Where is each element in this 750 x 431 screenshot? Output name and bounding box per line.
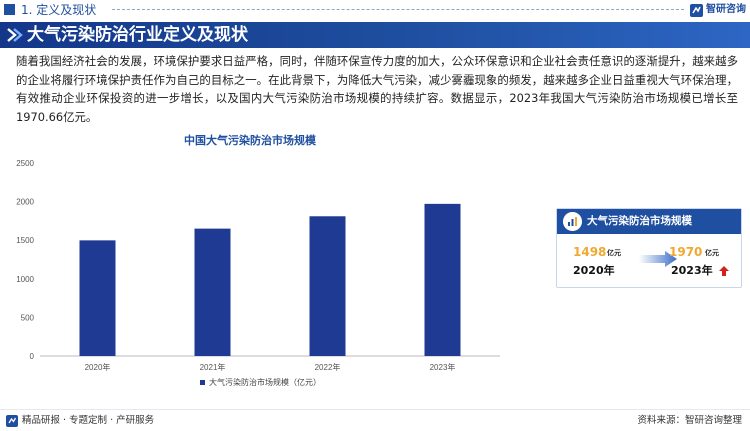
brand-name: 智研咨询 [706, 4, 746, 15]
chart-badge-icon [563, 212, 582, 231]
intro-paragraph: 随着我国经济社会的发展，环境保护要求日益严格，同时，伴随环保宣传力度的加大，公众… [16, 54, 738, 124]
x-tick-label: 2020年 [85, 362, 111, 372]
y-tick-label: 500 [21, 313, 35, 322]
bar [424, 203, 461, 356]
footer-source: 资料来源：智研咨询整理 [637, 415, 742, 426]
end-unit: 亿元 [705, 249, 719, 257]
double-chevron-icon [7, 28, 23, 42]
header-divider [112, 9, 684, 10]
y-tick-label: 1000 [16, 275, 34, 284]
page-banner: 大气污染防治行业定义及现状 [0, 22, 750, 48]
y-tick-label: 2000 [16, 198, 34, 207]
summary-card-header: 大气污染防治市场规模 [557, 209, 741, 234]
chart-title: 中国大气污染防治市场规模 [184, 134, 316, 147]
up-arrow-icon [719, 266, 729, 276]
bar [309, 216, 346, 356]
top-bar: 1. 定义及现状 智研咨询 [0, 0, 750, 20]
x-axis-ticks: 2020年 2021年 2022年 2023年 [85, 362, 456, 372]
footer-tagline-text: 精品研报 · 专题定制 · 产研服务 [22, 415, 155, 426]
summary-card: 大气污染防治市场规模 1498 亿元 2020年 1970 亿元 2023年 [556, 208, 742, 288]
x-tick-label: 2022年 [315, 362, 341, 372]
start-value: 1498 [573, 245, 607, 259]
legend-swatch [200, 380, 205, 385]
y-tick-label: 2500 [16, 159, 34, 168]
legend-label: 大气污染防治市场规模（亿元） [209, 378, 321, 387]
bar-chart: 0 500 1000 1500 2000 2500 2020年 2021年 2022年 2023… [16, 159, 500, 372]
y-tick-label: 1500 [16, 236, 34, 245]
start-year: 2020年 [573, 264, 615, 277]
chart-legend: 大气污染防治市场规模（亿元） [200, 377, 321, 388]
section-marker [4, 4, 15, 15]
bar [79, 240, 116, 356]
bar [194, 228, 231, 356]
page-title: 大气污染防治行业定义及现状 [27, 25, 248, 45]
brand-mark-icon [690, 3, 703, 17]
end-year: 2023年 [671, 264, 713, 277]
section-breadcrumb: 1. 定义及现状 [21, 3, 97, 17]
footer-logo-icon [6, 414, 18, 427]
summary-card-title: 大气污染防治市场规模 [587, 215, 692, 227]
y-tick-label: 0 [30, 352, 35, 361]
footer-divider [0, 409, 750, 410]
growth-arrow-icon [639, 251, 677, 267]
x-tick-label: 2021年 [200, 362, 226, 372]
footer-tagline: 精品研报 · 专题定制 · 产研服务 [6, 414, 154, 427]
end-value: 1970 [669, 245, 703, 259]
x-tick-label: 2023年 [430, 362, 456, 372]
bar-series [79, 203, 461, 356]
start-unit: 亿元 [607, 249, 621, 257]
brand-logo: 智研咨询 [690, 3, 746, 17]
y-axis-ticks: 0 500 1000 1500 2000 2500 [16, 159, 34, 361]
